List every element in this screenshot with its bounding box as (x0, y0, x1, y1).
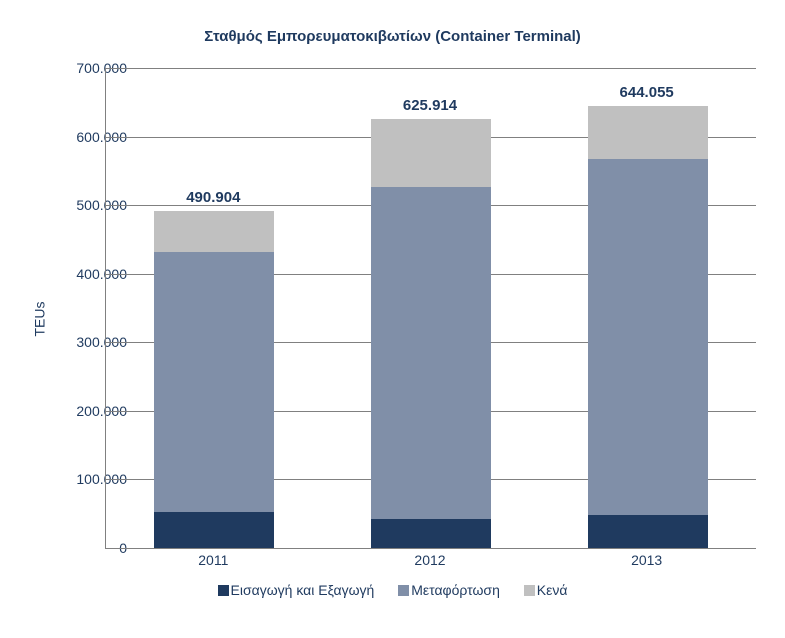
legend-item-kena: Κενά (524, 582, 568, 598)
legend-label: Κενά (537, 582, 568, 598)
bar-2013-seg-kena (588, 106, 708, 158)
x-tick-2012: 2012 (380, 552, 480, 568)
legend-label: Μεταφόρτωση (411, 582, 500, 598)
bar-2011-seg-metafortosi (154, 252, 274, 513)
bar-2012-seg-kena (371, 119, 491, 187)
legend-item-metafortosi: Μεταφόρτωση (398, 582, 500, 598)
bar-total-2013: 644.055 (567, 84, 727, 101)
legend-item-eisagogi: Εισαγωγή και Εξαγωγή (218, 582, 375, 598)
x-tick-2013: 2013 (597, 552, 697, 568)
bar-2012-seg-eisagogi (371, 519, 491, 548)
bar-total-2011: 490.904 (133, 189, 293, 206)
legend-swatch-icon (524, 585, 535, 596)
x-tick-2011: 2011 (163, 552, 263, 568)
bar-2011-seg-kena (154, 211, 274, 251)
legend: Εισαγωγή και Εξαγωγή Μεταφόρτωση Κενά (0, 582, 785, 598)
bar-2013-seg-metafortosi (588, 159, 708, 516)
plot-area (105, 68, 756, 549)
bar-2012-seg-metafortosi (371, 187, 491, 520)
grid-line (106, 68, 756, 69)
y-axis-label: TEUs (32, 302, 48, 337)
chart-title: Σταθμός Εμπορευματοκιβωτίων (Container T… (0, 28, 785, 45)
legend-swatch-icon (398, 585, 409, 596)
legend-swatch-icon (218, 585, 229, 596)
bar-2013-seg-eisagogi (588, 515, 708, 548)
container-terminal-chart: Σταθμός Εμπορευματοκιβωτίων (Container T… (0, 0, 785, 638)
bar-2011-seg-eisagogi (154, 512, 274, 548)
legend-label: Εισαγωγή και Εξαγωγή (231, 582, 375, 598)
bar-total-2012: 625.914 (350, 97, 510, 114)
